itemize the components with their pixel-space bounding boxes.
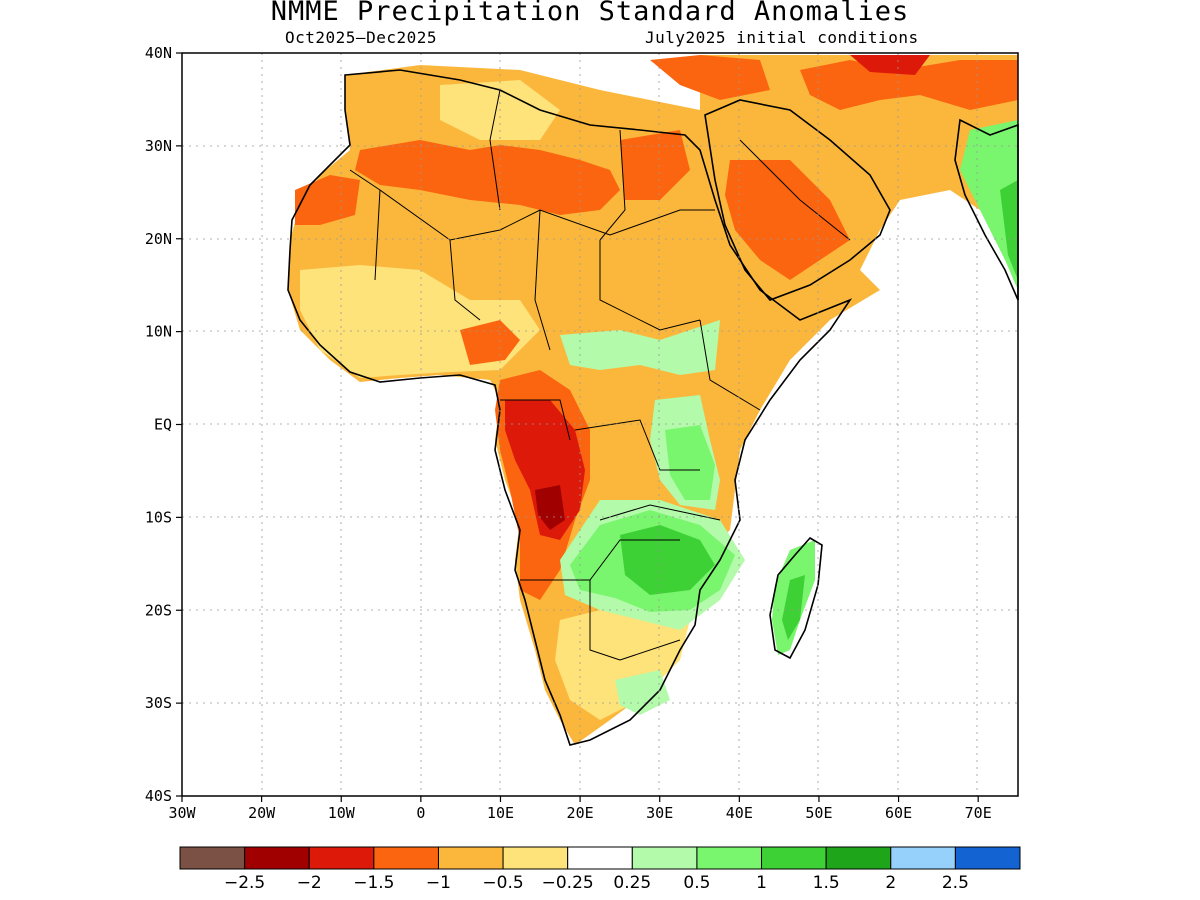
anomaly-region-weak-wet-central bbox=[560, 320, 720, 375]
colorbar-swatch bbox=[502, 846, 569, 870]
colorbar-swatch bbox=[696, 846, 763, 870]
anomaly-region-moderate-wet-zimbabwe bbox=[620, 525, 715, 595]
anomaly-region-moderate-dry-iran bbox=[800, 60, 1018, 110]
lat-tick-label: 10S bbox=[145, 508, 172, 526]
lat-tick-label: 10N bbox=[145, 323, 172, 341]
lat-tick-label: 40N bbox=[145, 44, 172, 62]
colorbar-label: −2.5 bbox=[224, 873, 265, 893]
lat-tick-label: 30S bbox=[145, 694, 172, 712]
border-lines bbox=[349, 89, 851, 661]
lat-tick-label: 40S bbox=[145, 787, 172, 805]
forecast-period-label: Oct2025–Dec2025 bbox=[285, 28, 437, 47]
colorbar: −2.5 −2 −1.5 −1 −0.5 −0.25 0.25 0.5 1 1.5 2 2.5 bbox=[179, 846, 1021, 893]
anomaly-region-moderate-dry-egypt bbox=[620, 130, 690, 200]
map-title: NMME Precipitation Standard Anomalies bbox=[270, 0, 910, 27]
anomaly-region-light-wet-kenya bbox=[665, 425, 715, 500]
lat-tick-label: 20N bbox=[145, 230, 172, 248]
anomaly-region-very-strong-dry-angola bbox=[535, 485, 565, 530]
colorbar-label: −0.25 bbox=[542, 873, 594, 893]
colorbar-swatch bbox=[890, 846, 956, 870]
colorbar-swatch bbox=[761, 846, 827, 870]
latitude-axis: 40N 30N 20N 10N EQ 10S 20S 30S 40S bbox=[145, 44, 182, 805]
lat-tick-label: 30N bbox=[145, 137, 172, 155]
colorbar-swatch bbox=[179, 846, 246, 870]
colorbar-label: 2.5 bbox=[942, 873, 969, 893]
colorbar-swatch bbox=[244, 846, 310, 870]
gridlines bbox=[182, 53, 1018, 796]
colorbar-swatch bbox=[825, 846, 892, 870]
colorbar-swatch bbox=[631, 846, 698, 870]
anomaly-region-moderate-wet-india bbox=[1000, 180, 1018, 280]
anomaly-region-light-wet-india bbox=[960, 120, 1018, 290]
colorbar-label: −2 bbox=[297, 873, 322, 893]
arabia-coastline bbox=[704, 99, 891, 301]
anomaly-field bbox=[288, 55, 1018, 745]
lon-tick-label: 10E bbox=[487, 804, 514, 822]
anomaly-region-weak-wet-southafrica bbox=[615, 670, 670, 715]
lon-tick-label: 10W bbox=[328, 804, 356, 822]
anomaly-region-moderate-dry-westsahel bbox=[295, 175, 360, 225]
lon-tick-label: 30E bbox=[646, 804, 673, 822]
lat-tick-label: 20S bbox=[145, 601, 172, 619]
anomaly-region-moderate-wet-madagascar bbox=[782, 575, 805, 640]
anomaly-region-weak-dry-3 bbox=[555, 600, 690, 720]
colorbar-swatch bbox=[373, 846, 439, 870]
anomaly-region-strong-dry-turkmen bbox=[850, 55, 930, 75]
colorbar-label: 1 bbox=[756, 873, 767, 893]
lon-tick-label: 0 bbox=[416, 804, 425, 822]
lon-tick-label: 50E bbox=[805, 804, 832, 822]
lon-tick-label: 70E bbox=[965, 804, 992, 822]
india-coastline bbox=[954, 118, 1019, 301]
colorbar-label: 0.5 bbox=[683, 873, 710, 893]
colorbar-label: −1 bbox=[426, 873, 451, 893]
lon-tick-label: 20E bbox=[567, 804, 594, 822]
lon-tick-label: 30W bbox=[168, 804, 196, 822]
lon-tick-label: 40E bbox=[726, 804, 753, 822]
colorbar-label: 2 bbox=[885, 873, 896, 893]
colorbar-label: −1.5 bbox=[353, 873, 394, 893]
anomaly-region-moderate-dry-arabia bbox=[725, 160, 850, 280]
colorbar-label: −0.5 bbox=[482, 873, 523, 893]
coastlines bbox=[287, 69, 1019, 746]
lat-tick-label: EQ bbox=[154, 416, 172, 434]
anomaly-region-strong-dry-congo bbox=[505, 400, 585, 540]
lon-tick-label: 20W bbox=[248, 804, 276, 822]
lon-tick-label: 60E bbox=[885, 804, 912, 822]
colorbar-swatch bbox=[567, 846, 633, 870]
africa-coastline bbox=[287, 69, 853, 746]
longitude-axis: 30W 20W 10W 0 10E 20E 30E 40E 50E 60E 70E bbox=[168, 796, 992, 822]
colorbar-swatch bbox=[437, 846, 504, 870]
colorbar-swatch bbox=[954, 846, 1021, 870]
colorbar-swatch bbox=[308, 846, 375, 870]
colorbar-label: 1.5 bbox=[813, 873, 840, 893]
anomaly-region-moderate-dry-mediterranean bbox=[650, 55, 770, 100]
madagascar-coastline bbox=[769, 536, 823, 660]
country-borders bbox=[349, 89, 851, 661]
colorbar-label: 0.25 bbox=[613, 873, 651, 893]
initial-conditions-label: July2025 initial conditions bbox=[645, 28, 919, 47]
